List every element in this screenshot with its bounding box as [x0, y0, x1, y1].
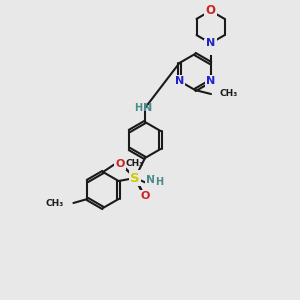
Text: O: O: [140, 191, 150, 201]
Text: O: O: [115, 159, 125, 169]
Text: CH₃: CH₃: [219, 89, 237, 98]
Text: O: O: [206, 4, 216, 17]
Text: N: N: [146, 175, 156, 185]
Text: H: H: [134, 103, 142, 113]
Text: N: N: [206, 40, 216, 53]
Text: CH₃: CH₃: [125, 160, 143, 169]
Text: N: N: [175, 76, 184, 86]
Text: N: N: [143, 103, 153, 113]
Text: S: S: [130, 172, 140, 184]
Text: H: H: [155, 177, 163, 187]
Text: CH₃: CH₃: [45, 199, 63, 208]
Text: N: N: [206, 76, 215, 86]
Text: N: N: [206, 38, 215, 48]
